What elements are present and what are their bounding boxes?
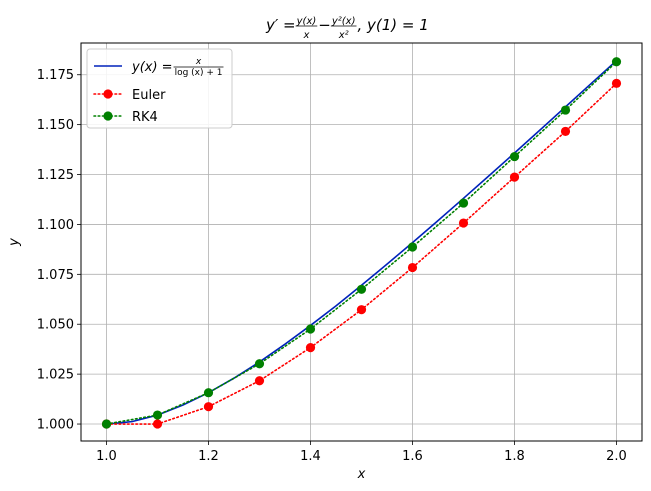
data-point-euler <box>509 172 520 182</box>
fraction-numerator: y²(x) <box>331 16 356 27</box>
y-tick-label: 1.025 <box>37 368 74 383</box>
legend-label-euler: Euler <box>132 88 166 103</box>
data-point-rk4 <box>101 419 112 429</box>
y-tick-label: 1.100 <box>37 218 74 233</box>
legend-marker-euler <box>103 89 113 99</box>
data-point-euler <box>611 78 622 88</box>
legend-fraction-denominator: log (x) + 1 <box>175 68 223 78</box>
data-point-euler <box>458 218 469 228</box>
data-point-rk4 <box>254 359 265 369</box>
title-segment: , y(1) = 1 <box>358 16 429 34</box>
data-point-euler <box>560 126 571 137</box>
data-point-rk4 <box>407 242 418 252</box>
x-tick-label: 1.0 <box>96 449 117 464</box>
data-point-euler <box>203 402 214 412</box>
data-point-euler <box>407 262 418 273</box>
data-point-rk4 <box>203 388 214 398</box>
fraction-denominator: x <box>302 30 309 41</box>
axis-ticks: 1.0 1.2 1.4 1.6 1.8 2.0 1.000 1.025 1.050 1.075 1.… <box>37 68 627 464</box>
data-point-rk4 <box>356 284 367 294</box>
legend-label-exact: y(x) = <box>131 60 173 75</box>
data-point-rk4 <box>611 57 622 67</box>
data-point-euler <box>356 305 367 315</box>
y-tick-label: 1.125 <box>37 168 74 183</box>
title-segment: y′ = <box>265 16 296 34</box>
x-tick-label: 1.6 <box>402 449 423 464</box>
legend-fraction-numerator: x <box>195 57 202 67</box>
y-tick-label: 1.175 <box>37 68 74 83</box>
fraction-numerator: y(x) <box>296 16 317 27</box>
data-point-rk4 <box>560 105 571 115</box>
x-tick-label: 2.0 <box>606 449 627 464</box>
series-line-rk4 <box>105 60 618 425</box>
chart-title: y′ = y(x) x − y²(x) x² , y(1) = 1 <box>265 16 429 41</box>
data-point-rk4 <box>458 198 469 208</box>
y-tick-label: 1.000 <box>37 418 74 433</box>
x-axis-label: x <box>357 467 366 482</box>
title-segment: − <box>318 16 331 34</box>
fraction-denominator: x² <box>338 30 349 41</box>
y-tick-label: 1.075 <box>37 268 74 283</box>
series-line-euler <box>105 82 618 425</box>
data-point-rk4 <box>305 324 316 334</box>
data-point-rk4 <box>152 410 163 420</box>
legend-box <box>86 48 233 129</box>
series-layer <box>101 57 622 429</box>
y-tick-label: 1.050 <box>37 318 74 333</box>
y-axis-label: y <box>7 238 22 247</box>
data-point-euler <box>254 376 265 386</box>
y-tick-label: 1.150 <box>37 118 74 133</box>
legend-label-rk4: RK4 <box>132 110 158 125</box>
x-tick-label: 1.2 <box>198 449 219 464</box>
x-tick-label: 1.4 <box>300 449 321 464</box>
data-point-euler <box>152 419 163 429</box>
plot-frame <box>80 42 643 442</box>
legend-marker-rk4 <box>103 111 113 121</box>
x-tick-label: 1.8 <box>504 449 525 464</box>
data-point-rk4 <box>509 151 520 162</box>
data-point-euler <box>305 342 316 353</box>
